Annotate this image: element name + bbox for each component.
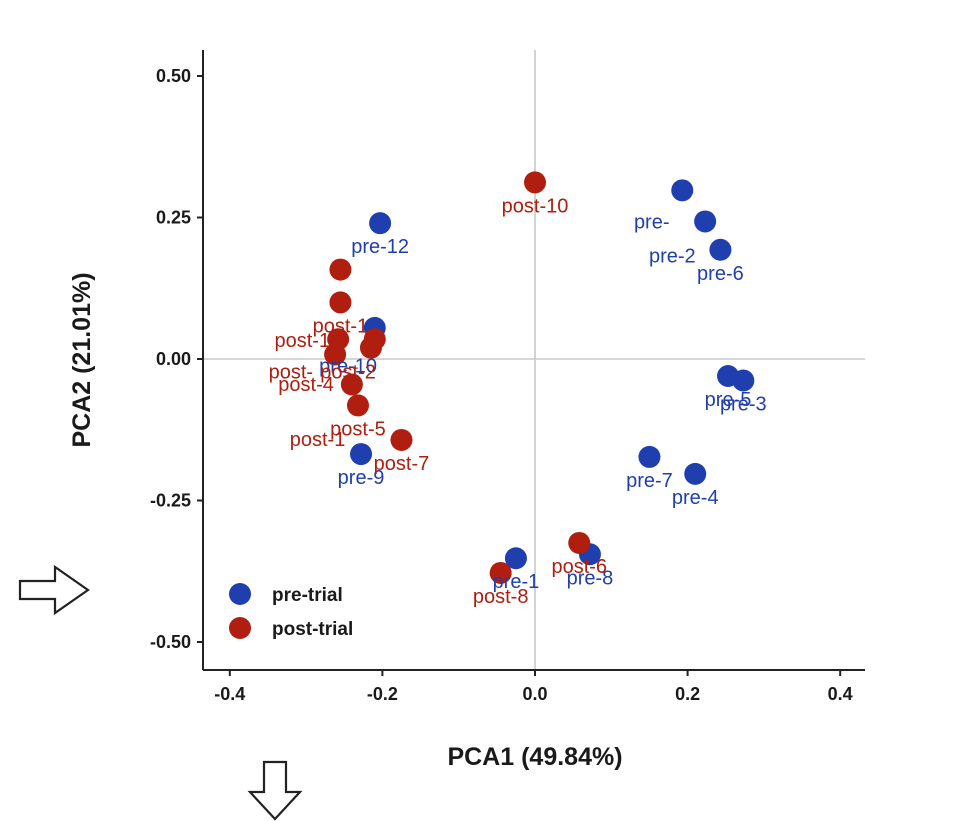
legend-label-post-trial: post-trial [272, 619, 353, 640]
x-tick-label: 0.4 [828, 684, 853, 704]
post-trial-point-label: post-1 [313, 315, 369, 337]
pre-trial-point-label: pre-8 [567, 567, 614, 589]
pre-trial-point [369, 212, 392, 235]
legend-marker-pre-trial [229, 583, 251, 605]
post-trial-point [359, 336, 382, 359]
y-tick-label: 0.00 [156, 349, 191, 369]
y-tick-label: -0.25 [150, 491, 191, 511]
data-points [324, 171, 755, 584]
x-tick-label: 0.2 [675, 684, 700, 704]
post-trial-point [329, 291, 352, 314]
legend-marker-post-trial [229, 617, 251, 639]
pre-trial-point-label: pre-4 [672, 487, 719, 509]
post-trial-point [324, 343, 347, 366]
post-trial-point-label: post-7 [374, 453, 430, 475]
post-trial-point-label: post-8 [473, 586, 529, 608]
pre-trial-point-label: pre-5 [705, 389, 752, 411]
post-trial-point [524, 171, 546, 194]
pre-trial-point-label: pre-6 [697, 263, 744, 285]
pre-trial-point [638, 445, 661, 468]
pre-trial-point [709, 238, 732, 261]
y-axis-title: PCA2 (21.01%) [68, 272, 96, 447]
legend: pre-trial post-trial [229, 583, 353, 640]
overlapping-point-label: pre- [634, 211, 670, 233]
overlapping-point-label: post- [269, 361, 313, 383]
pre-trial-point-label: pre-1 [493, 571, 540, 593]
x-tick-label: 0.0 [522, 684, 547, 704]
post-trial-point-label: post-10 [502, 195, 569, 217]
y-tick-label: 0.50 [156, 66, 191, 86]
x-tick-label: -0.4 [214, 684, 245, 704]
pre-trial-point [732, 369, 755, 392]
axes: -0.4 -0.2 0.0 0.2 0.4 -0.50 -0.25 0.00 0.25 0.50 [150, 50, 865, 704]
post-trial-point [340, 373, 363, 396]
pre-trial-point [350, 443, 373, 466]
post-trial-point [390, 428, 413, 451]
legend-label-pre-trial: pre-trial [272, 585, 343, 606]
y-tick-label: 0.25 [156, 208, 191, 228]
post-trial-point [329, 258, 352, 281]
pre-trial-point-label: pre-9 [338, 467, 385, 489]
down-arrow-icon [247, 760, 303, 821]
right-arrow-icon [18, 564, 90, 616]
post-trial-point [568, 531, 591, 554]
x-tick-label: -0.2 [367, 684, 398, 704]
pre-trial-point [671, 179, 694, 202]
post-trial-point [346, 394, 369, 417]
pre-trial-point [694, 210, 717, 233]
post-trial-point [489, 561, 512, 584]
pre-trial-point-label: pre-7 [626, 470, 673, 492]
overlapping-point-label: post-1 [274, 330, 330, 352]
pre-trial-point [684, 462, 707, 485]
y-tick-label: -0.50 [150, 632, 191, 652]
overlapping-point-label: post-2 [320, 361, 376, 383]
overlapping-point-label: post-4 [278, 374, 334, 396]
pre-trial-point-label: pre-12 [351, 236, 409, 258]
post-trial-point-label: post-6 [551, 556, 607, 578]
pre-trial-point [504, 547, 527, 570]
x-axis-title: PCA1 (49.84%) [447, 743, 622, 771]
reference-lines [203, 50, 865, 670]
overlapping-point-label: post-1 [290, 429, 346, 451]
pre-trial-point-label: pre-3 [720, 394, 767, 416]
overlapping-point-label: pre-2 [649, 245, 696, 267]
overlapping-point-label: pre-10 [319, 356, 377, 378]
post-trial-point-label: post-5 [330, 418, 386, 440]
